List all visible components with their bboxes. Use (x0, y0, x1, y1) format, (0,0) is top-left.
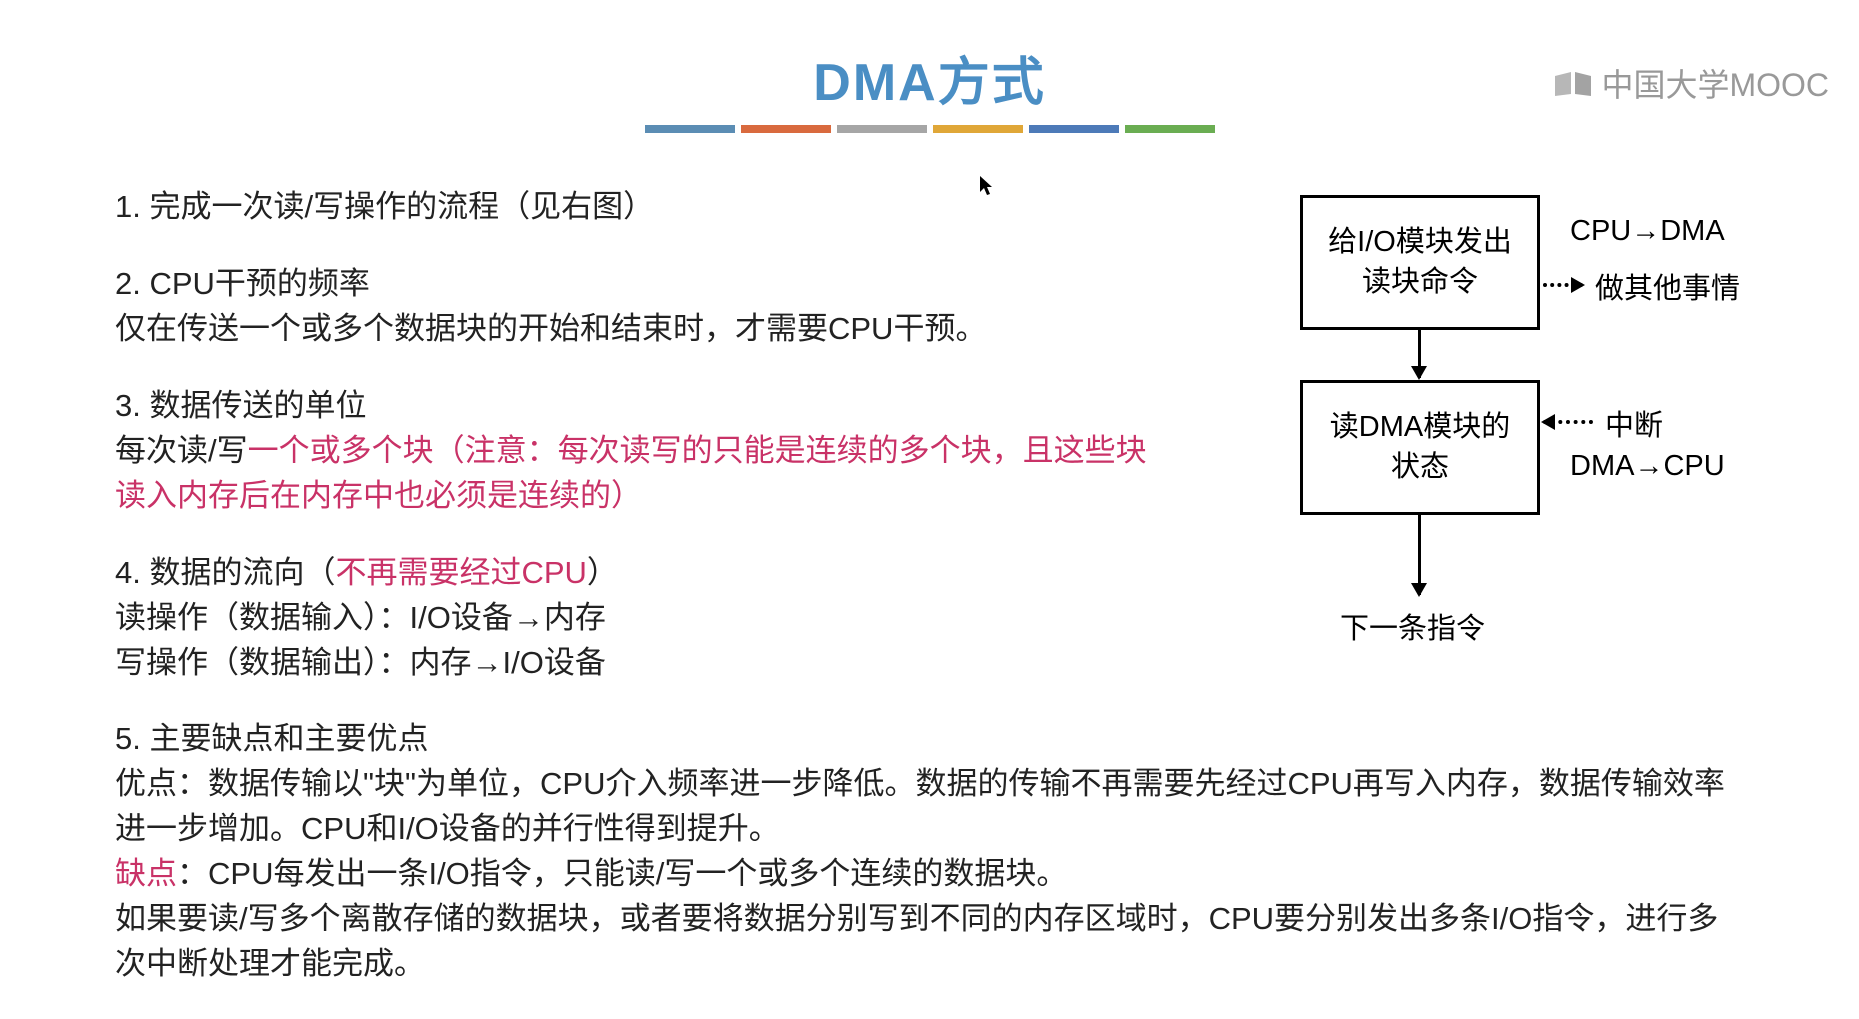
section-4-line2: 写操作（数据输出）：内存→I/O设备 (115, 645, 606, 680)
book-icon (1553, 69, 1593, 97)
section-2-head: 2. CPU干预的频率 (115, 266, 370, 301)
main-content: 1. 完成一次读/写操作的流程（见右图） 2. CPU干预的频率 仅在传送一个或… (115, 185, 1175, 1019)
section-4-head-post: ） (587, 555, 618, 590)
underline-seg (741, 125, 831, 133)
underline-seg (933, 125, 1023, 133)
underline-seg (645, 125, 735, 133)
section-5: 5. 主要缺点和主要优点 优点：数据传输以"块"为单位，CPU介入频率进一步降低… (115, 717, 1735, 987)
section-5-head: 5. 主要缺点和主要优点 (115, 721, 428, 756)
section-3-head: 3. 数据传送的单位 (115, 388, 366, 423)
side-label-interrupt: 中断 (1605, 402, 1663, 444)
section-5-dis-body: ：CPU每发出一条I/O指令，只能读/写一个或多个连续的数据块。 (177, 856, 1067, 891)
box2-line1: 读DMA模块的 (1330, 408, 1510, 447)
box2-line2: 状态 (1391, 448, 1449, 487)
next-instruction-label: 下一条指令 (1340, 605, 1485, 647)
section-2-body: 仅在传送一个或多个数据块的开始和结束时，才需要CPU干预。 (115, 311, 986, 346)
flowchart-box-1: 给I/O模块发出 读块命令 (1300, 195, 1540, 330)
section-4-head-pre: 4. 数据的流向（ (115, 555, 335, 590)
section-4: 4. 数据的流向（不再需要经过CPU） 读操作（数据输入）：I/O设备→内存 写… (115, 551, 1175, 686)
watermark-logo: 中国大学MOOC (1553, 60, 1829, 106)
section-5-dis-body2: 如果要读/写多个离散存储的数据块，或者要将数据分别写到不同的内存区域时，CPU要… (115, 901, 1718, 981)
arrow-down-1 (1418, 330, 1421, 378)
underline-seg (1125, 125, 1215, 133)
dashed-arrow-1 (1543, 283, 1583, 287)
underline-seg (1029, 125, 1119, 133)
section-3-highlight: 一个或多个块（注意：每次读写的只能是连续的多个块，且这些块读入内存后在内存中也必… (115, 433, 1147, 513)
side-label-cpu-dma: CPU→DMA (1570, 215, 1725, 248)
watermark-text: 中国大学MOOC (1601, 60, 1829, 106)
section-5-dis-label: 缺点 (115, 856, 177, 891)
section-4-line1: 读操作（数据输入）：I/O设备→内存 (115, 600, 606, 635)
section-4-head-hl: 不再需要经过CPU (335, 555, 586, 590)
side-label-dma-cpu: DMA→CPU (1570, 450, 1725, 483)
flowchart-box-2: 读DMA模块的 状态 (1300, 380, 1540, 515)
box1-line1: 给I/O模块发出 (1328, 223, 1512, 262)
section-3-pre: 每次读/写 (115, 433, 248, 468)
section-2: 2. CPU干预的频率 仅在传送一个或多个数据块的开始和结束时，才需要CPU干预… (115, 262, 1175, 352)
dashed-arrow-2 (1543, 420, 1593, 424)
section-3: 3. 数据传送的单位 每次读/写一个或多个块（注意：每次读写的只能是连续的多个块… (115, 384, 1175, 519)
side-label-other: 做其他事情 (1595, 265, 1740, 307)
arrow-down-2 (1418, 515, 1421, 595)
section-5-advantage: 优点：数据传输以"块"为单位，CPU介入频率进一步降低。数据的传输不再需要先经过… (115, 766, 1725, 846)
section-1: 1. 完成一次读/写操作的流程（见右图） (115, 185, 1175, 230)
underline-seg (837, 125, 927, 133)
title-underline (0, 125, 1859, 133)
box1-line2: 读块命令 (1362, 263, 1478, 302)
